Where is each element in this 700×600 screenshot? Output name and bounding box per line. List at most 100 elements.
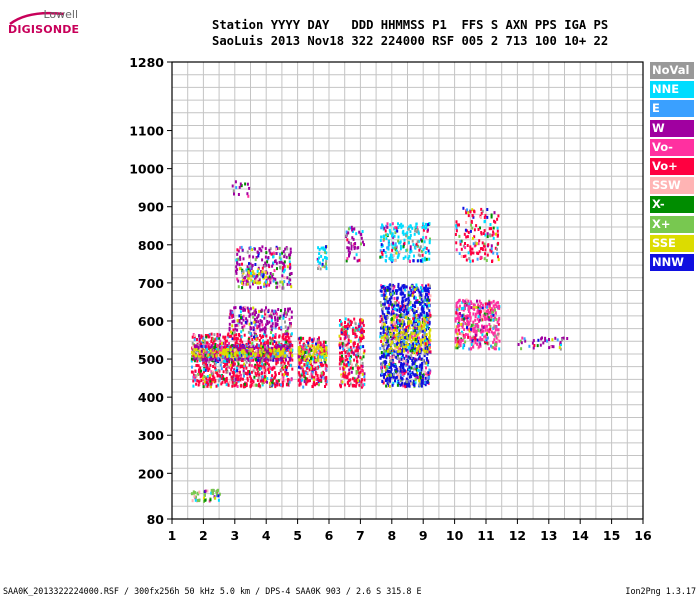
data-point xyxy=(252,306,255,310)
data-point xyxy=(304,343,307,347)
data-point xyxy=(410,321,413,325)
data-point xyxy=(391,246,394,250)
data-point xyxy=(382,302,385,306)
data-point xyxy=(218,358,221,362)
data-point xyxy=(479,342,482,346)
data-point xyxy=(249,360,252,364)
data-point xyxy=(344,358,347,362)
data-point xyxy=(302,385,305,389)
data-point xyxy=(298,358,301,362)
data-point xyxy=(338,362,341,366)
data-point xyxy=(421,284,424,287)
data-point xyxy=(192,384,195,388)
data-point xyxy=(425,224,428,228)
data-point xyxy=(253,331,256,335)
data-point xyxy=(280,364,283,367)
data-point xyxy=(225,339,228,343)
data-point xyxy=(406,337,409,341)
data-point xyxy=(348,252,351,256)
data-point xyxy=(276,360,279,364)
data-point xyxy=(319,342,322,346)
data-point xyxy=(388,363,391,367)
data-point xyxy=(268,320,271,324)
data-point xyxy=(230,352,233,356)
data-point xyxy=(403,304,406,308)
data-point xyxy=(243,308,246,311)
data-point xyxy=(282,261,285,265)
data-point xyxy=(214,350,217,354)
data-point xyxy=(421,361,424,365)
data-point xyxy=(238,267,241,271)
data-point xyxy=(217,354,220,357)
data-point xyxy=(470,306,473,310)
data-point xyxy=(251,341,254,345)
data-point xyxy=(242,369,245,373)
data-point xyxy=(202,370,205,374)
data-point xyxy=(412,367,415,371)
data-point xyxy=(345,234,348,237)
data-point xyxy=(317,267,319,270)
data-point xyxy=(251,348,254,352)
data-point xyxy=(388,384,391,388)
data-point xyxy=(462,313,465,317)
data-point xyxy=(249,246,252,250)
data-point xyxy=(464,322,467,325)
data-point xyxy=(409,373,412,377)
data-point xyxy=(261,375,264,379)
data-point xyxy=(399,307,402,311)
data-point xyxy=(404,232,407,236)
data-point xyxy=(423,312,426,316)
data-point xyxy=(204,368,207,372)
data-point xyxy=(407,355,410,359)
data-point xyxy=(420,307,423,311)
data-point xyxy=(361,230,364,233)
data-point xyxy=(402,349,405,353)
data-point xyxy=(276,323,279,326)
data-point xyxy=(271,381,274,384)
data-point xyxy=(406,362,409,366)
data-point xyxy=(393,296,396,300)
data-point xyxy=(428,316,431,320)
data-point xyxy=(391,308,394,312)
data-point xyxy=(302,367,304,371)
data-point xyxy=(414,314,416,318)
data-point xyxy=(479,304,482,308)
data-point xyxy=(274,375,277,379)
data-point xyxy=(215,490,218,494)
data-point xyxy=(241,359,243,362)
data-point xyxy=(498,304,500,308)
data-point xyxy=(281,251,284,255)
data-point xyxy=(251,270,254,274)
data-point xyxy=(414,288,416,292)
data-point xyxy=(239,305,242,309)
data-point xyxy=(403,241,406,245)
data-point xyxy=(418,355,421,359)
data-point xyxy=(195,364,198,367)
data-point xyxy=(423,328,426,332)
data-point xyxy=(258,324,261,328)
data-point xyxy=(190,357,193,361)
data-point xyxy=(395,329,398,333)
data-point xyxy=(363,372,366,376)
data-point xyxy=(284,311,287,315)
data-point xyxy=(348,379,351,382)
data-point xyxy=(342,342,344,346)
data-point xyxy=(216,493,218,496)
data-point xyxy=(222,341,225,345)
data-point xyxy=(230,354,233,358)
data-point xyxy=(234,377,237,381)
data-point xyxy=(406,312,409,316)
data-point xyxy=(270,331,273,334)
data-point xyxy=(245,282,248,286)
data-point xyxy=(420,384,423,388)
data-point xyxy=(386,233,389,237)
data-point xyxy=(472,345,475,349)
data-point xyxy=(422,222,425,226)
data-point xyxy=(258,247,261,251)
data-point xyxy=(468,307,471,311)
data-point xyxy=(223,345,226,349)
data-point xyxy=(384,229,387,233)
data-point xyxy=(415,349,418,352)
data-point xyxy=(218,346,221,349)
data-point xyxy=(392,253,395,257)
